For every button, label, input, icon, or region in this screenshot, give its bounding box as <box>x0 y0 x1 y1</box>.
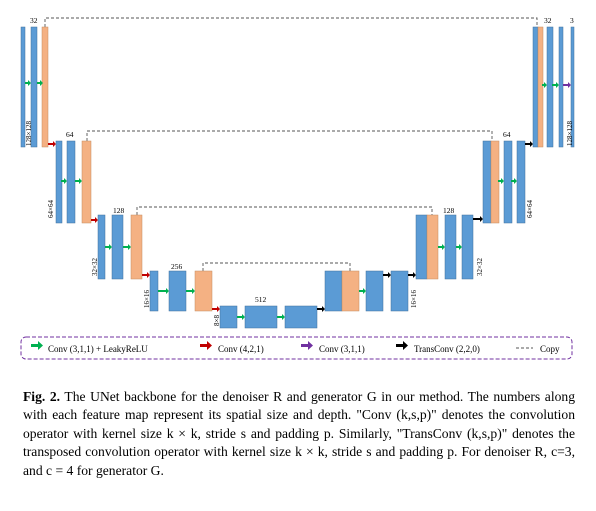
feature-map <box>285 306 317 328</box>
channel-label: 32 <box>544 16 552 25</box>
figure-caption: Fig. 2. The UNet backbone for the denois… <box>23 388 575 480</box>
channel-label: 256 <box>171 262 183 271</box>
channel-label: 32 <box>30 16 38 25</box>
legend-copy-label: Copy <box>540 344 560 354</box>
size-label: 128×128 <box>566 121 574 146</box>
conv-leaky-arrow <box>25 80 559 320</box>
channel-label: 64 <box>66 130 74 139</box>
feature-map <box>533 27 538 147</box>
channel-label: 64 <box>503 130 511 139</box>
size-label: 64×64 <box>47 200 55 218</box>
size-label: 128×128 <box>25 121 33 146</box>
feature-map <box>517 141 525 223</box>
copy-connection-level2 <box>87 131 492 141</box>
size-label: 64×64 <box>526 200 534 218</box>
feature-map <box>169 271 186 311</box>
figure-label: Fig. 2. <box>23 389 60 404</box>
size-label: 16×16 <box>410 290 418 308</box>
feature-map <box>366 271 383 311</box>
feature-map <box>67 141 75 223</box>
feature-map <box>538 27 543 147</box>
size-label: 32×32 <box>476 258 484 276</box>
figure-caption-text: The UNet backbone for the denoiser R and… <box>23 389 575 478</box>
legend-conv-down-label: Conv (4,2,1) <box>218 344 264 354</box>
size-label: 16×16 <box>143 290 151 308</box>
legend-conv-plain-swatch <box>301 341 313 350</box>
feature-map <box>195 271 212 311</box>
legend-conv-leaky-swatch <box>31 341 43 350</box>
size-label: 32×32 <box>91 258 99 276</box>
channel-label: 512 <box>255 295 267 304</box>
feature-map <box>42 27 48 147</box>
feature-map <box>131 215 142 279</box>
feature-map <box>483 141 491 223</box>
feature-map <box>342 271 359 311</box>
feature-map <box>547 27 553 147</box>
copy-connection-level4 <box>203 263 350 271</box>
channel-label: 128 <box>443 206 455 215</box>
feature-map <box>462 215 473 279</box>
feature-map <box>220 306 237 328</box>
channel-label: 3 <box>570 16 574 25</box>
feature-map <box>416 215 427 279</box>
feature-map <box>391 271 408 311</box>
feature-maps <box>21 27 574 328</box>
copy-connection-level1 <box>45 18 537 27</box>
feature-map <box>445 215 456 279</box>
legend-conv-leaky-label: Conv (3,1,1) + LeakyReLU <box>48 344 148 354</box>
conv-plain-arrow <box>563 82 571 88</box>
feature-map <box>112 215 123 279</box>
feature-map <box>427 215 438 279</box>
legend-conv-down-swatch <box>200 341 212 350</box>
feature-map <box>245 306 277 328</box>
feature-map <box>559 27 563 147</box>
feature-map <box>491 141 499 223</box>
legend: Conv (3,1,1) + LeakyReLU Conv (4,2,1) Co… <box>21 337 572 359</box>
feature-map <box>98 215 105 279</box>
legend-transconv-label: TransConv (2,2,0) <box>414 344 480 354</box>
feature-map <box>150 271 158 311</box>
channel-label: 128 <box>113 206 125 215</box>
feature-map <box>325 271 342 311</box>
legend-conv-plain-label: Conv (3,1,1) <box>319 344 365 354</box>
size-label: 8×8 <box>213 315 221 326</box>
copy-connection-level3 <box>137 207 432 215</box>
legend-transconv-swatch <box>396 341 408 350</box>
feature-map <box>504 141 512 223</box>
unet-diagram: 32 64 128 256 512 128 64 32 3 128×128 64… <box>0 0 596 370</box>
feature-map <box>82 141 91 223</box>
